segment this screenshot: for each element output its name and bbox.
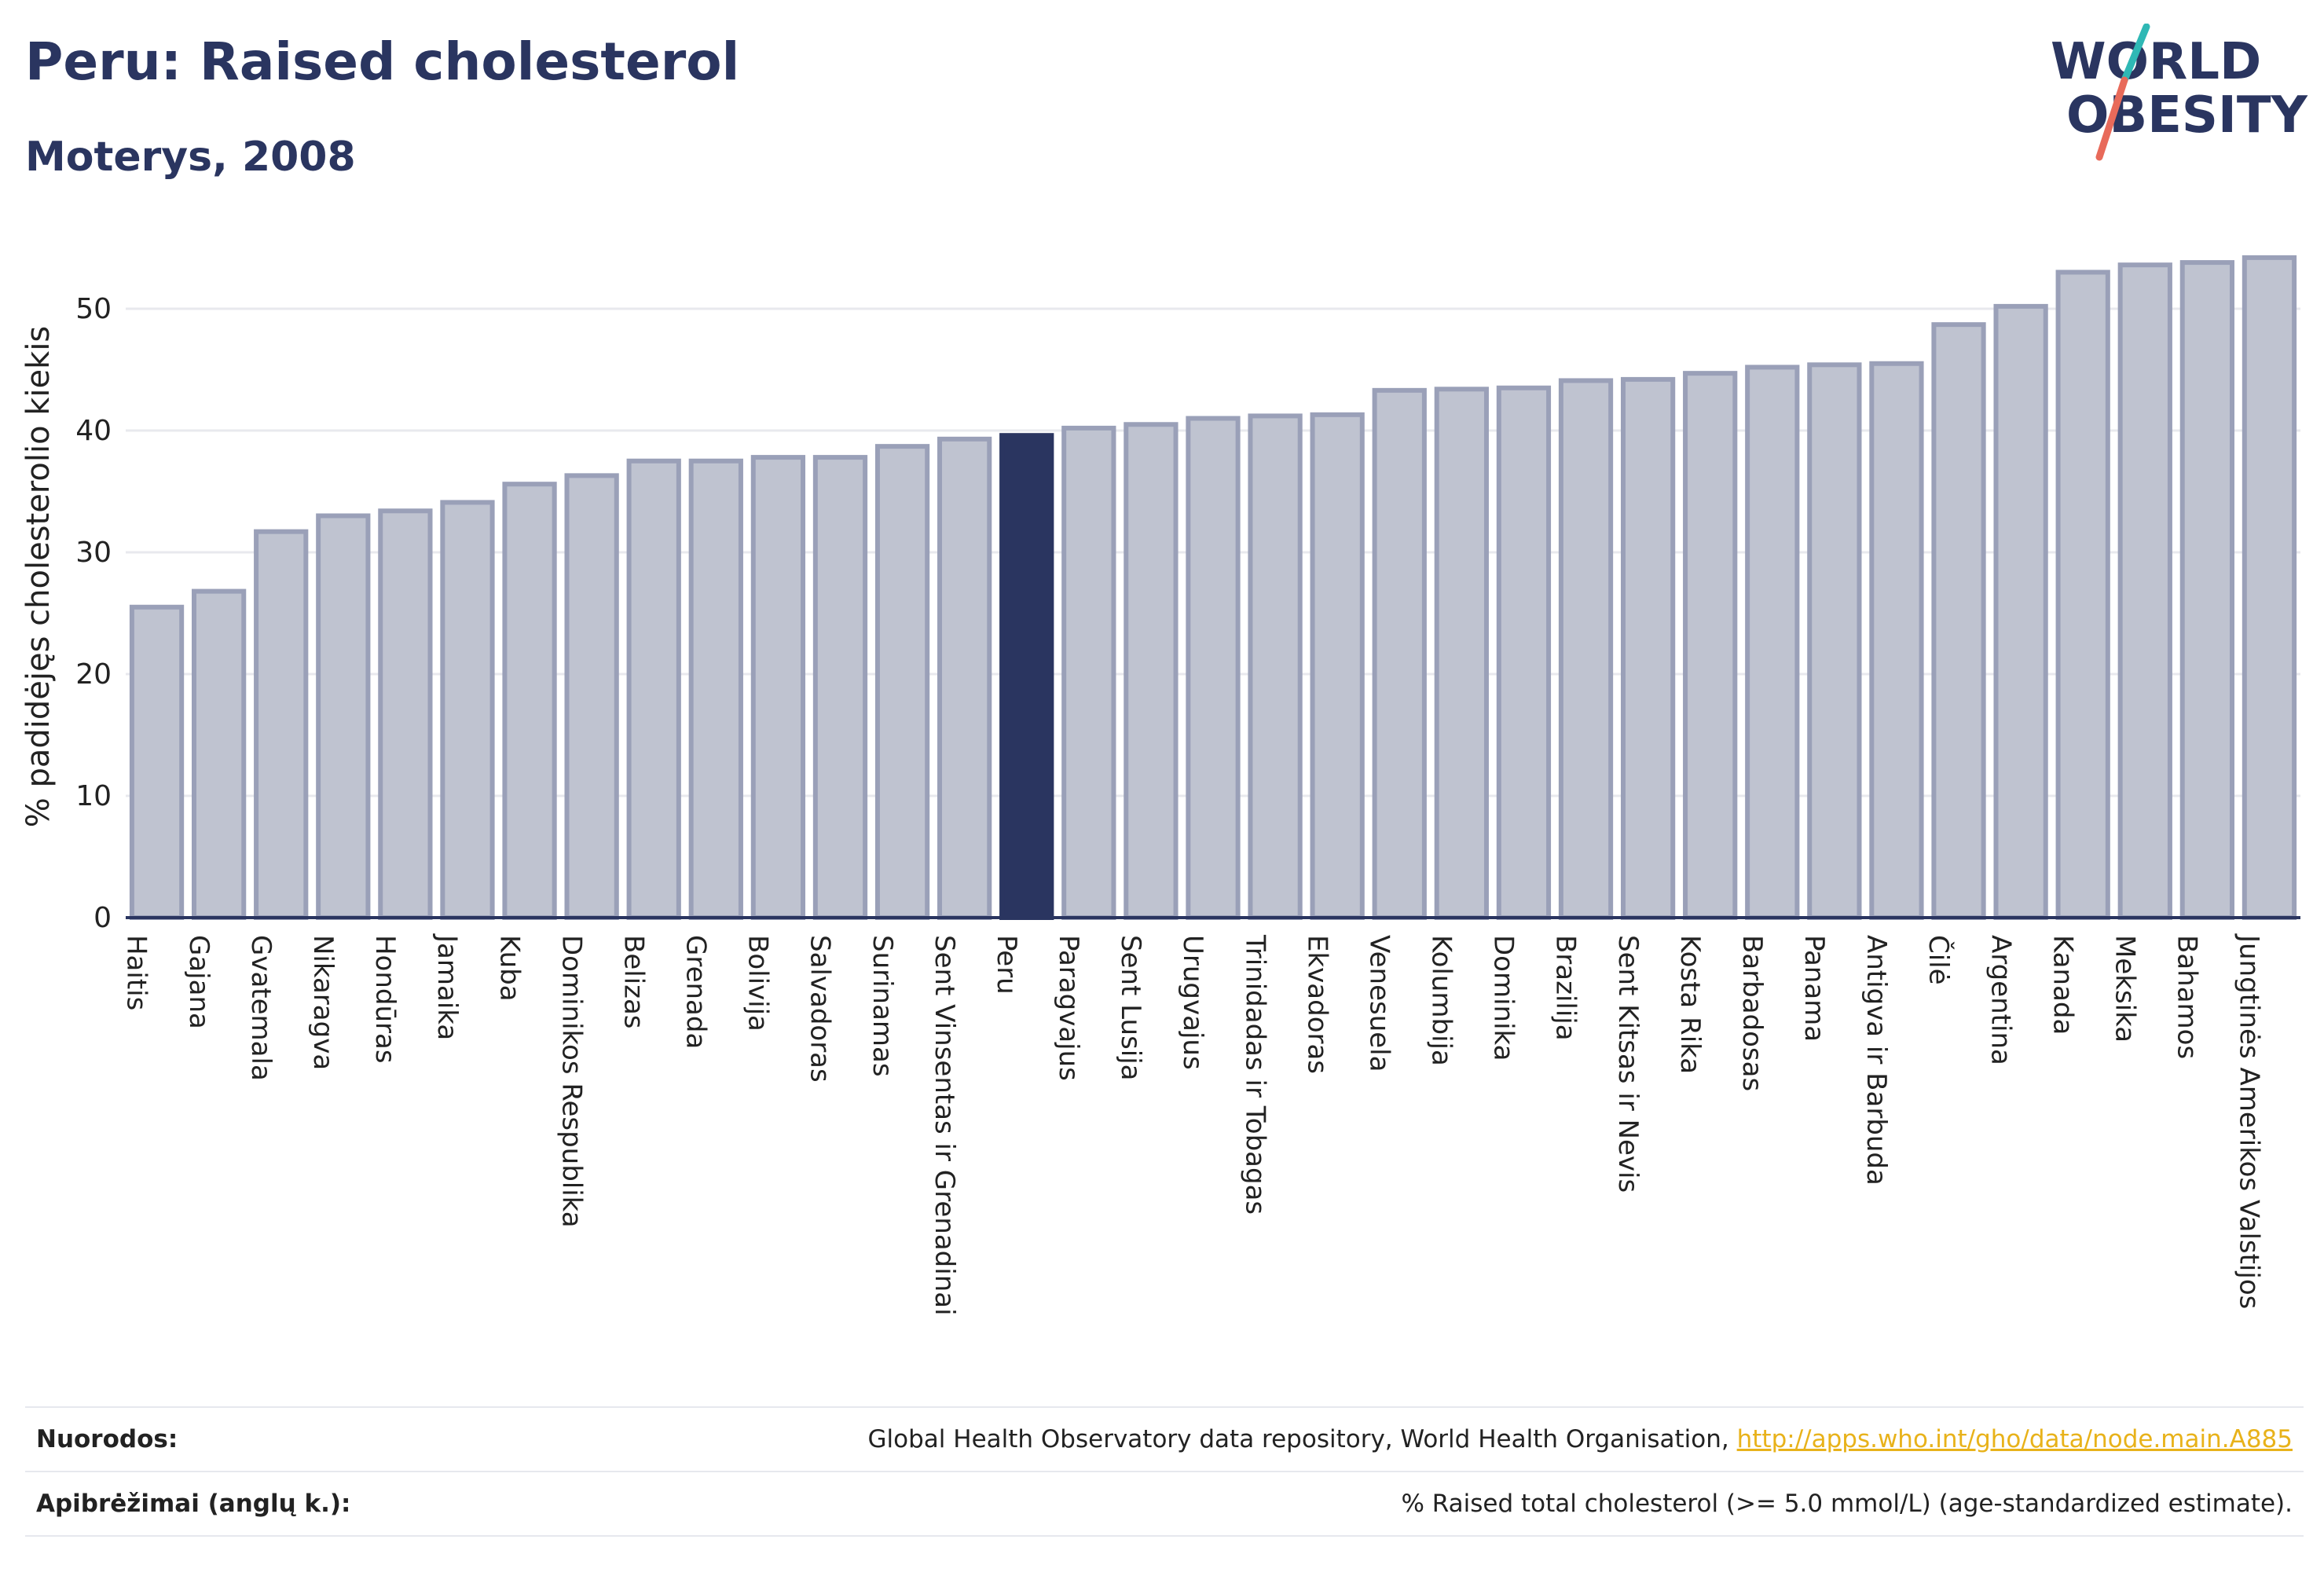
bar-barbadosas: [1745, 365, 1800, 920]
bar-paragvajus: [1061, 425, 1116, 920]
y-tick-label: 0: [93, 902, 112, 934]
definitions-value: % Raised total cholesterol (>= 5.0 mmol/…: [1401, 1490, 2293, 1518]
bar-ekvadoras: [1310, 412, 1365, 920]
x-tick-label: Sent Kitsas ir Nevis: [1612, 935, 1644, 1193]
bar-jungtinės-amerikos-valstijos: [2242, 255, 2297, 920]
x-axis-labels: Haitis Gajana Gvatemala Nikaragva Hondūras Ja…: [121, 933, 2265, 1316]
y-tick-label: 10: [75, 780, 112, 812]
bar-gvatemala: [254, 529, 309, 921]
x-tick-label: Dominika: [1488, 935, 1519, 1061]
bar-grenada: [688, 458, 743, 920]
x-tick-label: Kolumbija: [1426, 935, 1457, 1066]
bar-salvadoras: [812, 455, 868, 920]
footer-definitions: Apibrėžimai (anglų k.): % Raised total c…: [25, 1471, 2304, 1537]
bar-sent-kitsas-ir-nevis: [1620, 376, 1676, 920]
x-tick-label: Nikaragva: [307, 935, 339, 1070]
bar-argentina: [1993, 303, 2048, 920]
sources-text: Global Health Observatory data repositor…: [867, 1425, 1737, 1453]
footer-sources: Nuorodos: Global Health Observatory data…: [25, 1406, 2304, 1471]
x-tick-label: Brazilija: [1550, 935, 1582, 1041]
y-tick-label: 40: [75, 415, 112, 447]
x-tick-label: Trinidadas ir Tobagas: [1239, 934, 1270, 1215]
bar-brazilija: [1558, 378, 1614, 920]
sources-link[interactable]: http://apps.who.int/gho/data/node.main.A…: [1736, 1425, 2293, 1453]
chart-title: Peru: Raised cholesterol: [25, 31, 740, 92]
x-tick-label: Jungtinės Amerikos Valstijos: [2234, 933, 2265, 1309]
x-tick-label: Sent Vinsentas ir Grenadinai: [929, 935, 960, 1316]
bar-dominikos-respublika: [564, 473, 619, 920]
bar-peru: [999, 433, 1054, 920]
sources-value: Global Health Observatory data repositor…: [868, 1425, 2304, 1453]
bar-kuba: [502, 482, 557, 920]
x-tick-label: Dominikos Respublika: [555, 935, 587, 1228]
x-tick-label: Paragvajus: [1053, 935, 1084, 1081]
y-tick-label: 20: [75, 658, 112, 691]
bar-bolivija: [750, 455, 806, 920]
bar-meksika: [2117, 262, 2172, 920]
definitions-label: Apibrėžimai (anglų k.):: [36, 1490, 351, 1518]
bar-hondūras: [378, 508, 433, 920]
x-tick-label: Ekvadoras: [1301, 935, 1332, 1074]
bar-jamaika: [440, 500, 495, 920]
bar-bahamos: [2179, 260, 2235, 921]
x-tick-label: Kuba: [493, 935, 525, 1002]
x-tick-label: Hondūras: [369, 935, 401, 1064]
bar-kosta-rika: [1683, 371, 1738, 920]
x-tick-label: Kosta Rika: [1674, 935, 1706, 1074]
bar-belizas: [626, 458, 681, 920]
logo-slash-top: [2121, 24, 2150, 84]
bar-sent-lusija: [1124, 422, 1178, 920]
bar-sent-vinsentas-ir-grenadinai: [937, 436, 992, 920]
bar-antigva-ir-barbuda: [1869, 361, 1924, 920]
x-tick-label: Argentina: [1985, 935, 2016, 1065]
bar-chart: 0 10 20 30 40 50 Haitis Gajana Gvatemala Nikarag…: [20, 255, 2300, 1316]
world-obesity-logo: WORLD OBESITY: [2051, 24, 2308, 161]
bars: [129, 255, 2297, 921]
logo-slash-bottom: [2095, 76, 2128, 161]
x-tick-label: Urugvajus: [1177, 935, 1208, 1070]
bar-urugvajus: [1186, 416, 1241, 920]
bar-trinidadas-ir-tobagas: [1248, 413, 1303, 920]
x-tick-label: Grenada: [680, 935, 712, 1049]
x-tick-label: Panama: [1798, 935, 1830, 1042]
x-tick-label: Jamaika: [431, 933, 463, 1040]
bar-venesuela: [1372, 387, 1427, 921]
bar-čilė: [1931, 322, 1986, 920]
bar-nikaragva: [316, 513, 371, 920]
bar-haitis: [129, 604, 185, 920]
x-tick-label: Meksika: [2109, 935, 2140, 1043]
y-tick-label: 50: [75, 293, 112, 325]
x-tick-label: Antigva ir Barbuda: [1860, 935, 1892, 1186]
x-tick-label: Gvatemala: [245, 935, 277, 1081]
bar-dominika: [1496, 385, 1552, 920]
x-tick-label: Bolivija: [742, 935, 774, 1032]
x-tick-label: Surinamas: [867, 935, 898, 1077]
x-tick-label: Haitis: [121, 935, 152, 1010]
logo-line1: WORLD: [2051, 33, 2261, 91]
y-axis-ticks: 0 10 20 30 40 50: [75, 293, 112, 934]
x-tick-label: Čilė: [1923, 935, 1955, 985]
x-tick-label: Sent Lusija: [1115, 935, 1146, 1081]
bar-gajana: [191, 588, 247, 920]
sources-label: Nuorodos:: [36, 1425, 178, 1453]
bar-surinamas: [874, 444, 930, 920]
x-tick-label: Salvadoras: [805, 935, 836, 1083]
y-axis-title: % padidėjęs cholesterolio kiekis: [20, 326, 57, 828]
x-tick-label: Bahamos: [2172, 935, 2203, 1059]
bar-kolumbija: [1434, 387, 1489, 920]
x-tick-label: Peru: [991, 935, 1022, 995]
x-tick-label: Barbadosas: [1736, 935, 1768, 1091]
chart-subtitle: Moterys, 2008: [25, 134, 356, 181]
x-tick-label: Belizas: [618, 935, 649, 1029]
x-tick-label: Gajana: [183, 935, 214, 1029]
bar-kanada: [2055, 269, 2110, 920]
y-tick-label: 30: [75, 537, 112, 569]
x-tick-label: Venesuela: [1363, 935, 1395, 1072]
x-tick-label: Kanada: [2047, 935, 2078, 1035]
bar-panama: [1807, 362, 1862, 920]
